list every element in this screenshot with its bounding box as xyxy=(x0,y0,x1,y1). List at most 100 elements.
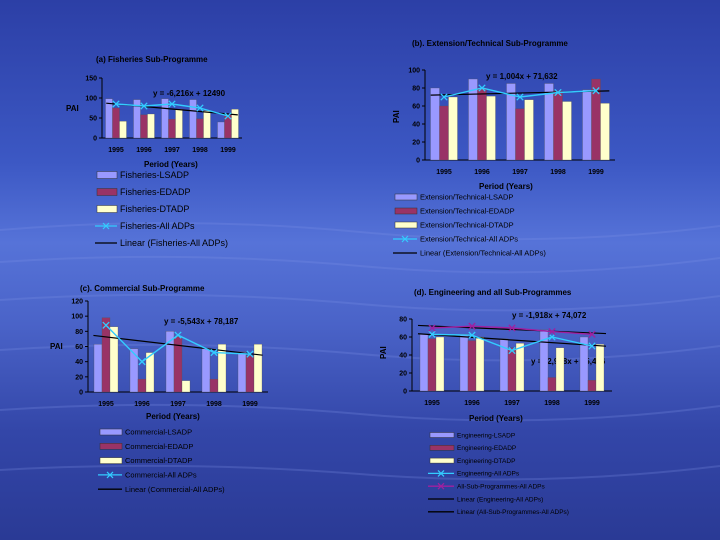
legend-swatch xyxy=(394,221,418,229)
point-commercial-all-adps xyxy=(210,348,218,357)
point-mark xyxy=(246,350,254,358)
bar-engineering-edadp xyxy=(467,340,477,392)
point-mark xyxy=(140,102,148,110)
legend-label: Commercial-DTADP xyxy=(125,456,192,465)
x-axis-label: Period (Years) xyxy=(479,182,533,191)
bar-engineering-dtadp xyxy=(515,343,525,392)
y-tick-label: 100 xyxy=(408,68,420,75)
y-tick-label: 0 xyxy=(79,390,83,397)
legend-label: Extension/Technical-LSADP xyxy=(420,193,513,202)
y-tick-label: 80 xyxy=(75,329,83,336)
x-tick-label: 1995 xyxy=(424,400,440,407)
bar-extension-technical-dtadp xyxy=(486,95,496,161)
x-tick-label: 1999 xyxy=(584,400,600,407)
x-tick-label: 1997 xyxy=(504,400,520,407)
y-tick-label: 60 xyxy=(399,335,407,342)
bar-extension-technical-edadp xyxy=(477,87,487,161)
legend-item-fisheries-all-adps: Fisheries-All ADPs xyxy=(95,221,195,231)
x-tick-label: 1995 xyxy=(108,147,124,154)
x-tick-label: 1997 xyxy=(164,147,180,154)
bar-commercial-dtadp xyxy=(253,344,263,393)
legend-swatch xyxy=(394,207,418,215)
legend-item-linear-all-sub-programmes-all-adps: Linear (All-Sub-Programmes-All ADPs) xyxy=(428,509,569,516)
bar-commercial-lsadp xyxy=(93,344,103,393)
legend-label: Linear (All-Sub-Programmes-All ADPs) xyxy=(457,509,569,516)
legend-item-engineering-edadp: Engineering-EDADP xyxy=(429,445,516,452)
series-line-fisheries-all-adps xyxy=(115,103,229,117)
point-mark xyxy=(516,93,524,101)
point-fisheries-all-adps xyxy=(168,100,176,108)
x-tick-label: 1996 xyxy=(134,401,150,408)
trend-equation: y = -5,543x + 78,187 xyxy=(164,317,239,326)
point-all-sub-programmes-all-adps xyxy=(428,324,436,332)
point-fisheries-all-adps xyxy=(196,104,204,112)
y-tick-label: 20 xyxy=(399,371,407,378)
legend-label: All-Sub-Programmes-All ADPs xyxy=(457,483,546,490)
bar-commercial-dtadp xyxy=(181,380,191,393)
legend-label: Engineering-EDADP xyxy=(457,445,516,452)
y-tick-label: 120 xyxy=(71,299,83,306)
y-tick-label: 50 xyxy=(89,116,97,123)
trend-equation: y = -1,918x + 74,072 xyxy=(512,311,587,320)
bar-commercial-lsadp xyxy=(129,348,139,393)
point-mark xyxy=(210,348,218,357)
legend-item-linear-commercial-all-adps: Linear (Commercial-All ADPs) xyxy=(98,485,225,494)
legend-label: Engineering-LSADP xyxy=(457,432,515,439)
chart-title: (b). Extension/Technical Sub-Programme xyxy=(412,39,568,48)
x-tick-label: 1999 xyxy=(242,401,258,408)
point-mark xyxy=(592,87,600,95)
y-tick-label: 80 xyxy=(412,86,420,93)
legend-swatch xyxy=(99,443,123,450)
legend-label: Extension/Technical-DTADP xyxy=(420,221,514,230)
bar-commercial-lsadp xyxy=(237,351,247,393)
legend-swatch xyxy=(394,193,418,201)
legend-swatch xyxy=(96,171,118,179)
y-axis-label: PAI xyxy=(379,346,388,359)
point-engineering-all-adps xyxy=(428,330,436,338)
bar-engineering-edadp xyxy=(427,338,437,392)
x-axis-label: Period (Years) xyxy=(144,160,198,169)
legend-label: Engineering-DTADP xyxy=(457,458,515,465)
point-mark xyxy=(440,93,448,101)
legend-item-commercial-edadp: Commercial-EDADP xyxy=(99,442,193,451)
legend-item-extension-technical-all-adps: Extension/Technical-All ADPs xyxy=(393,235,518,244)
y-tick-label: 20 xyxy=(75,374,83,381)
point-mark xyxy=(588,330,596,338)
x-tick-label: 1998 xyxy=(192,147,208,154)
legend-swatch xyxy=(99,457,123,464)
y-tick-label: 40 xyxy=(412,122,420,129)
legend-label: Extension/Technical-All ADPs xyxy=(420,235,518,244)
y-axis-label: PAI xyxy=(50,342,63,351)
bar-fisheries-edadp xyxy=(196,118,204,139)
chart-commercial: (c). Commercial Sub-Programme PAI y = -5… xyxy=(50,284,268,494)
bar-fisheries-dtadp xyxy=(203,110,211,139)
legend-label: Commercial-All ADPs xyxy=(125,471,197,480)
legend-item-engineering-all-adps: Engineering-All ADPs xyxy=(428,469,520,478)
chart-fisheries: (a) Fisheries Sub-Programme PAI y = -6,2… xyxy=(66,55,242,248)
y-tick-label: 60 xyxy=(75,344,83,351)
bar-extension-technical-edadp xyxy=(553,90,563,161)
trend-equation: y = -2,938x + 65,476 xyxy=(531,357,606,366)
bar-commercial-dtadp xyxy=(217,344,227,393)
legend-item-linear-extension-technical-all-adps: Linear (Extension/Technical-All ADPs) xyxy=(393,249,546,258)
legend-label: Extension/Technical-EDADP xyxy=(420,207,515,216)
legend-item-extension-technical-dtadp: Extension/Technical-DTADP xyxy=(394,221,514,230)
y-tick-label: 40 xyxy=(75,359,83,366)
x-tick-label: 1996 xyxy=(136,147,152,154)
legend-label: Linear (Commercial-All ADPs) xyxy=(125,485,225,494)
bar-engineering-edadp xyxy=(507,347,517,392)
x-tick-label: 1997 xyxy=(512,169,528,176)
legend-label: Fisheries-LSADP xyxy=(120,170,189,180)
bar-commercial-edadp xyxy=(137,378,147,393)
bar-engineering-dtadp xyxy=(595,344,605,392)
point-mark xyxy=(168,100,176,108)
x-tick-label: 1995 xyxy=(436,169,452,176)
x-axis-label: Period (Years) xyxy=(146,412,200,421)
bar-fisheries-edadp xyxy=(168,119,176,139)
point-engineering-all-adps xyxy=(548,333,556,341)
bar-engineering-lsadp xyxy=(459,334,469,392)
y-tick-label: 60 xyxy=(412,104,420,111)
point-extension-technical-all-adps xyxy=(516,93,524,101)
bar-extension-technical-dtadp xyxy=(448,96,458,161)
point-extension-technical-all-adps xyxy=(478,84,486,92)
